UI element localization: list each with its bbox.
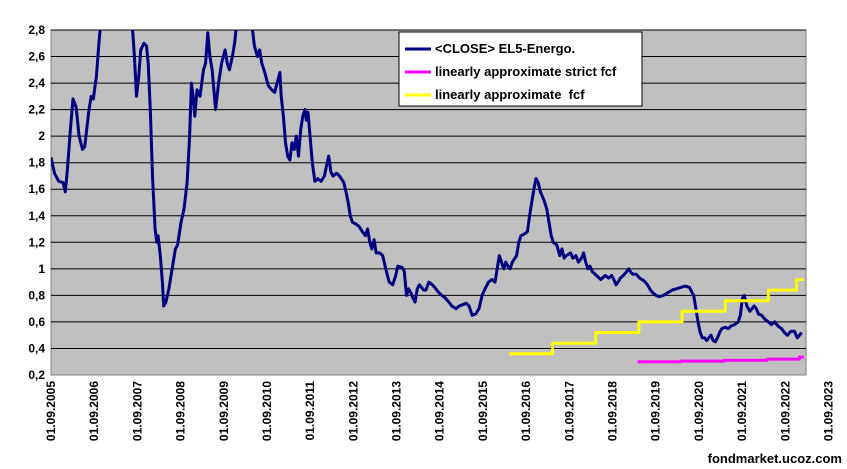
y-tick-label: 1,8 xyxy=(28,156,45,170)
y-tick-label: 2 xyxy=(38,129,45,143)
watermark: fondmarket.ucoz.com xyxy=(708,451,842,466)
series-strict-fcf xyxy=(637,355,804,364)
x-tick-label: 01.09.2007 xyxy=(130,381,144,441)
y-axis: 0,2 0,4 0,6 0,8 1 1,2 1,4 1,6 1,8 2 2,2 2,4 2,6 2,8 xyxy=(28,23,45,382)
legend-label-fcf: linearly approximate fcf xyxy=(435,87,585,102)
y-tick-label: 0,4 xyxy=(28,341,45,355)
y-tick-label: 1,6 xyxy=(28,182,45,196)
x-tick-label: 01.09.2018 xyxy=(605,381,619,441)
x-tick-label: 01.09.2021 xyxy=(735,381,749,441)
legend: <CLOSE> EL5-Energo. linearly approximate… xyxy=(398,31,643,107)
y-tick-label: 2,2 xyxy=(28,103,45,117)
x-tick-label: 01.09.2011 xyxy=(303,381,317,441)
y-tick-label: 1,2 xyxy=(28,235,45,249)
x-tick-label: 01.09.2013 xyxy=(390,381,404,441)
y-tick-label: 0,2 xyxy=(28,368,45,382)
x-tick-label: 01.09.2023 xyxy=(821,381,835,441)
y-tick-label: 2,4 xyxy=(28,76,45,90)
series-close xyxy=(51,30,803,344)
legend-box xyxy=(398,31,643,107)
x-tick-label: 01.09.2012 xyxy=(346,381,360,441)
x-tick-label: 01.09.2006 xyxy=(87,381,101,441)
x-tick-label: 01.09.2009 xyxy=(217,381,231,441)
x-axis: 01.09.2005 01.09.2006 01.09.2007 01.09.2008… xyxy=(44,381,835,441)
x-tick-label: 01.09.2020 xyxy=(692,381,706,441)
y-tick-label: 0,8 xyxy=(28,288,45,302)
legend-label-close: <CLOSE> EL5-Energo. xyxy=(435,41,575,56)
x-tick-label: 01.09.2014 xyxy=(433,381,447,441)
x-tick-label: 01.09.2015 xyxy=(476,381,490,441)
y-tick-label: 2,6 xyxy=(28,50,45,64)
x-tick-label: 01.09.2016 xyxy=(519,381,533,441)
gridlines xyxy=(51,29,806,349)
legend-label-strict-fcf: linearly approximate strict fcf xyxy=(435,64,617,79)
y-tick-label: 0,6 xyxy=(28,315,45,329)
y-tick-label: 2,8 xyxy=(28,23,45,37)
series-layer xyxy=(51,30,804,364)
x-tick-label: 01.09.2010 xyxy=(260,381,274,441)
x-tick-label: 01.09.2008 xyxy=(174,381,188,441)
x-tick-label: 01.09.2019 xyxy=(649,381,663,441)
y-tick-label: 1,4 xyxy=(28,209,45,223)
series-fcf xyxy=(509,278,804,356)
x-tick-label: 01.09.2017 xyxy=(562,381,576,441)
y-tick-label: 1 xyxy=(38,262,45,276)
x-tick-label: 01.09.2022 xyxy=(778,381,792,441)
x-tick-label: 01.09.2005 xyxy=(44,381,58,441)
